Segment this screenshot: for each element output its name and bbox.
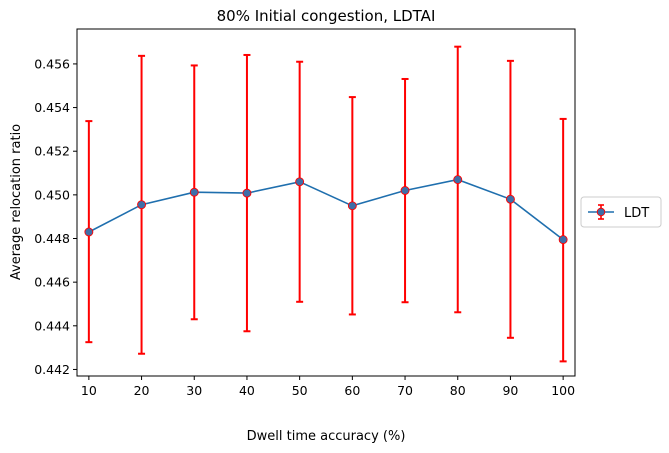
y-axis: 0.442 0.444 0.446 0.448 0.450 0.452 0.454 0.456 [34, 56, 77, 377]
x-axis: 10 20 30 40 50 60 70 80 90 100 [81, 376, 575, 398]
x-tick-label: 30 [186, 383, 202, 398]
plot-frame [76, 28, 576, 377]
data-point [189, 187, 199, 197]
data-point [453, 175, 463, 185]
data-point [347, 201, 357, 211]
legend: LDT [580, 196, 662, 228]
y-tick-label: 0.448 [34, 231, 70, 246]
data-point [505, 194, 515, 204]
plot-area [77, 29, 575, 376]
data-point [84, 227, 94, 237]
series-line [88, 178, 564, 241]
legend-label: LDT [624, 206, 649, 221]
chart-title: 80% Initial congestion, LDTAI [217, 7, 436, 25]
y-tick-label: 0.442 [34, 362, 70, 377]
x-tick-label: 70 [397, 383, 413, 398]
legend-marker [596, 207, 606, 217]
y-tick-label: 0.454 [34, 100, 70, 115]
legend-key [588, 204, 614, 220]
x-tick-label: 90 [502, 383, 518, 398]
x-tick-label: 20 [134, 383, 150, 398]
data-point [295, 177, 305, 187]
series-layer [84, 45, 568, 363]
y-tick-label: 0.452 [34, 144, 70, 159]
x-axis-label: Dwell time accuracy (%) [247, 429, 406, 444]
x-tick-label: 10 [81, 383, 97, 398]
data-point [242, 188, 252, 198]
y-tick-label: 0.456 [34, 56, 70, 71]
x-tick-label: 50 [292, 383, 308, 398]
x-tick-label: 80 [450, 383, 466, 398]
y-axis-label: Average relocation ratio [9, 124, 24, 280]
x-tick-label: 40 [239, 383, 255, 398]
x-tick-label: 60 [344, 383, 360, 398]
y-tick-label: 0.450 [34, 187, 70, 202]
data-point [137, 200, 147, 210]
y-tick-label: 0.446 [34, 275, 70, 290]
data-point [558, 235, 568, 245]
data-point [400, 186, 410, 195]
y-tick-label: 0.444 [34, 318, 70, 333]
x-tick-label: 100 [551, 383, 575, 398]
